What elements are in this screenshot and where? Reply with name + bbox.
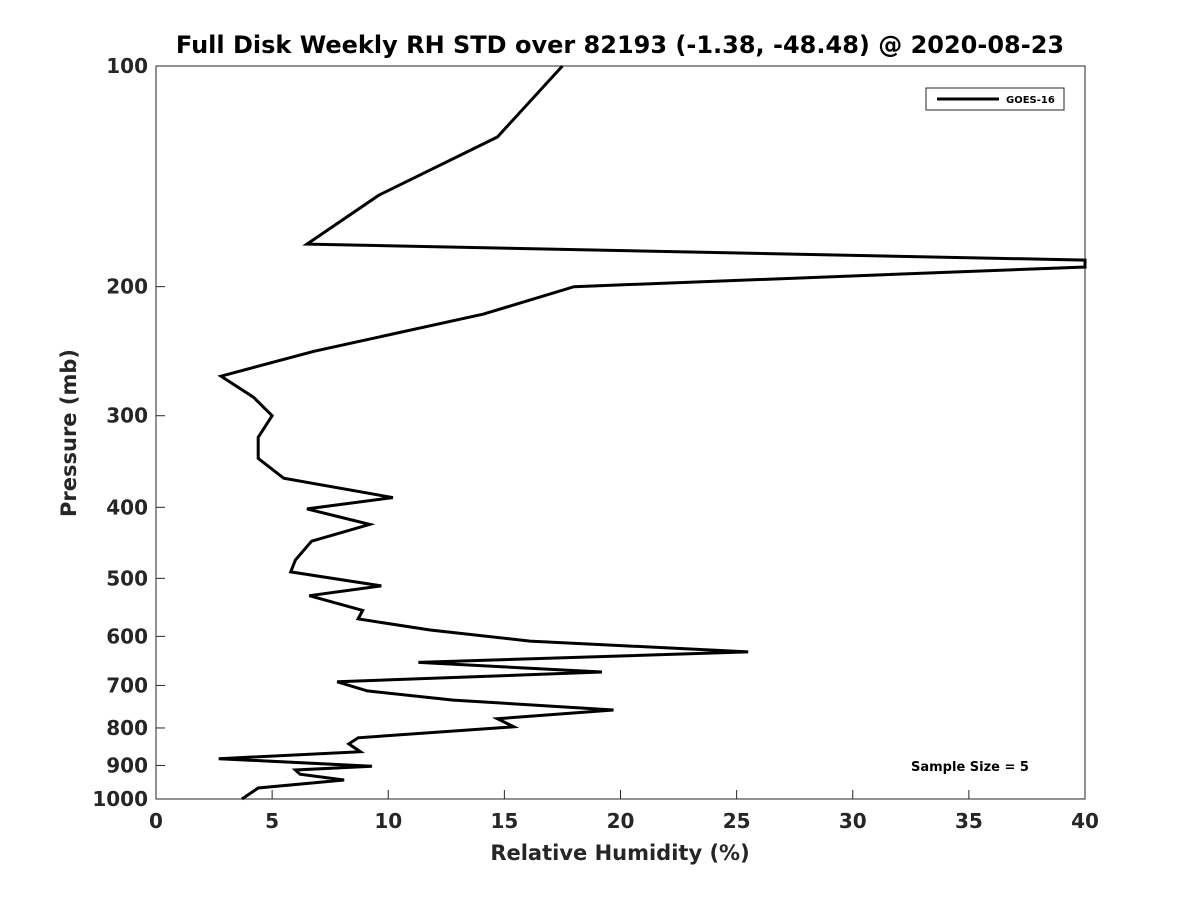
y-tick-label: 500 xyxy=(106,566,148,590)
y-tick-label: 900 xyxy=(106,753,148,777)
y-tick-label: 700 xyxy=(106,673,148,697)
legend-entry-goes-16: GOES-16 xyxy=(1006,95,1055,106)
x-tick-label: 25 xyxy=(723,809,751,833)
legend: GOES-16 xyxy=(925,87,1065,111)
x-tick-label: 15 xyxy=(490,809,518,833)
x-tick-label: 40 xyxy=(1071,809,1099,833)
y-tick-label: 1000 xyxy=(92,787,148,811)
axes: 0 5 10 15 20 25 30 35 40 100 200 300 400 500 600 700 80… xyxy=(92,54,1099,833)
y-axis-ticks: 100 200 300 400 500 600 700 800 900 1000 xyxy=(92,54,165,811)
y-tick-label: 800 xyxy=(106,716,148,740)
y-tick-label: 600 xyxy=(106,624,148,648)
y-tick-label: 300 xyxy=(106,404,148,428)
x-axis-ticks: 0 5 10 15 20 25 30 35 40 xyxy=(149,790,1099,833)
x-tick-label: 35 xyxy=(955,809,983,833)
x-tick-label: 0 xyxy=(149,809,163,833)
x-tick-label: 10 xyxy=(374,809,402,833)
y-axis-label: Pressure (mb) xyxy=(57,349,81,517)
series-line-goes-16 xyxy=(217,64,1087,801)
x-tick-label: 5 xyxy=(265,809,279,833)
x-tick-label: 30 xyxy=(839,809,867,833)
x-tick-label: 20 xyxy=(607,809,635,833)
y-tick-label: 100 xyxy=(106,54,148,78)
y-tick-label: 200 xyxy=(106,275,148,299)
y-tick-label: 400 xyxy=(106,495,148,519)
chart-title: Full Disk Weekly RH STD over 82193 (-1.3… xyxy=(176,31,1064,59)
sample-size-note: Sample Size = 5 xyxy=(911,760,1029,775)
x-axis-label: Relative Humidity (%) xyxy=(490,841,749,865)
